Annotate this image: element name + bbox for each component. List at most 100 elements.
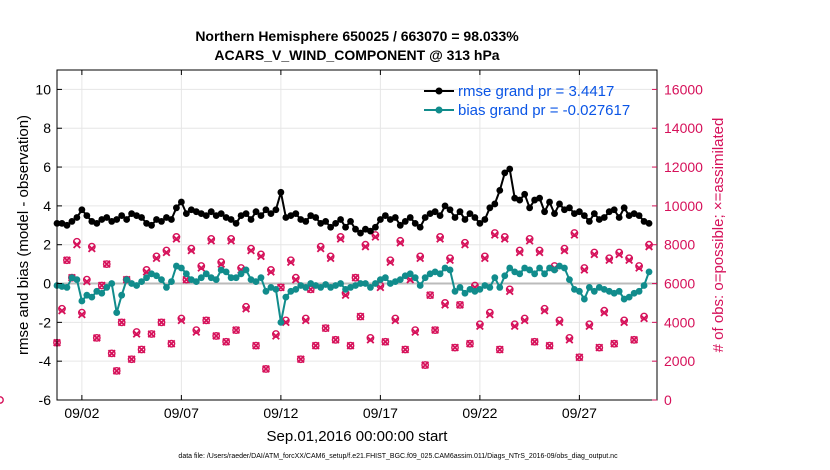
rmse-point — [357, 229, 364, 237]
rmse-point — [217, 210, 225, 218]
obs-possible-marker — [0, 396, 4, 404]
rmse-point — [476, 219, 484, 227]
obs-assimilated-marker — [157, 318, 166, 327]
obs-possible-marker — [346, 341, 355, 350]
obs-assimilated-marker — [82, 277, 91, 286]
rmse-point — [421, 214, 429, 221]
x-tick-label: 09/17 — [363, 405, 398, 421]
obs-possible-marker — [466, 339, 474, 348]
obs-assimilated-marker — [301, 316, 310, 325]
rmse-point — [436, 212, 444, 219]
plot-area — [56, 69, 658, 401]
bias-point — [182, 270, 190, 278]
rmse-point — [391, 214, 399, 221]
bias-point — [625, 293, 633, 301]
obs-assimilated-marker — [490, 231, 499, 239]
y-right-tick-label: 8000 — [664, 237, 695, 253]
rmse-point — [471, 214, 479, 221]
rmse-point — [610, 206, 618, 214]
bias-point — [63, 284, 71, 291]
obs-possible-marker — [630, 335, 639, 344]
obs-assimilated-marker — [411, 328, 420, 336]
obs-assimilated-marker — [625, 256, 634, 265]
obs-possible-marker — [401, 345, 410, 354]
rmse-point — [446, 206, 454, 214]
obs-assimilated-marker — [112, 366, 121, 375]
y-right-tick-label: 2000 — [664, 353, 695, 369]
obs-assimilated-marker — [147, 330, 156, 338]
y-tick-label: 2 — [43, 237, 51, 253]
obs-possible-marker — [575, 353, 584, 362]
bias-point — [566, 276, 573, 284]
rmse-point — [292, 210, 300, 218]
chart-subtitle: ACARS_V_WIND_COMPONENT @ 313 hPa — [214, 47, 499, 63]
bias-point — [396, 276, 404, 284]
bias-point — [177, 264, 185, 272]
obs-possible-marker — [331, 335, 340, 344]
bias-point — [451, 287, 459, 295]
rmse-point — [247, 216, 255, 223]
rmse-point — [396, 221, 404, 229]
bias-point — [406, 270, 414, 278]
rmse-point — [322, 218, 330, 225]
obs-possible-marker — [545, 341, 554, 350]
obs-assimilated-marker — [296, 355, 305, 364]
obs-assimilated-marker — [336, 234, 345, 243]
rmse-point — [481, 216, 489, 223]
obs-assimilated-marker — [132, 330, 141, 338]
rmse-point — [491, 200, 499, 208]
obs-possible-marker — [63, 256, 71, 265]
obs-assimilated-marker — [456, 300, 464, 309]
obs-assimilated-marker — [351, 273, 360, 282]
bias-point — [446, 266, 454, 274]
obs-assimilated-marker — [311, 341, 320, 350]
obs-assimilated-marker — [515, 248, 524, 257]
obs-assimilated-marker — [87, 244, 96, 253]
rmse-point — [232, 219, 240, 227]
rmse-point — [83, 212, 91, 219]
bias-point — [88, 293, 96, 301]
bias-point — [237, 270, 245, 278]
chart-title: Northern Hemisphere 650025 / 663070 = 98… — [195, 28, 519, 44]
y-tick-label: 8 — [43, 120, 51, 136]
obs-assimilated-marker — [600, 308, 609, 317]
bias-point — [506, 264, 514, 272]
legend: rmse grand pr = 3.4417 bias grand pr = -… — [424, 83, 630, 119]
x-tick-label: 09/02 — [64, 405, 99, 421]
y-tick-label: 6 — [43, 159, 51, 175]
rmse-point — [68, 218, 76, 225]
bias-point — [357, 280, 364, 287]
rmse-point — [63, 221, 71, 229]
rmse-point — [148, 221, 155, 229]
obs-assimilated-marker — [346, 341, 355, 350]
bias-point — [322, 281, 330, 288]
obs-assimilated-marker — [436, 234, 445, 243]
bias-point — [421, 274, 429, 282]
x-tick-label: 09/22 — [462, 405, 497, 421]
rmse-point — [347, 218, 354, 225]
obs-possible-marker — [222, 337, 231, 346]
obs-assimilated-marker — [540, 306, 549, 315]
bias-point — [282, 293, 290, 301]
rmse-point — [312, 214, 320, 221]
y-tick-label: 0 — [43, 276, 51, 292]
obs-assimilated-marker — [331, 335, 340, 344]
y-right-tick-label: 4000 — [664, 314, 695, 330]
series-lines — [53, 165, 653, 326]
obs-possible-marker — [456, 300, 464, 309]
obs-assimilated-marker — [391, 316, 400, 325]
bias-point — [292, 285, 300, 293]
obs-assimilated-marker — [217, 260, 226, 269]
rmse-point — [73, 214, 81, 221]
rmse-point — [113, 216, 121, 223]
rmse-point — [451, 214, 459, 221]
obs-assimilated-marker — [615, 250, 624, 259]
obs-assimilated-marker — [257, 252, 265, 261]
bias-point — [491, 274, 499, 282]
bias-point — [73, 276, 81, 284]
obs-possible-marker — [610, 339, 619, 348]
bias-point — [551, 266, 558, 274]
bias-point — [242, 266, 250, 274]
obs-assimilated-marker — [485, 310, 494, 319]
obs-assimilated-marker — [212, 332, 221, 340]
